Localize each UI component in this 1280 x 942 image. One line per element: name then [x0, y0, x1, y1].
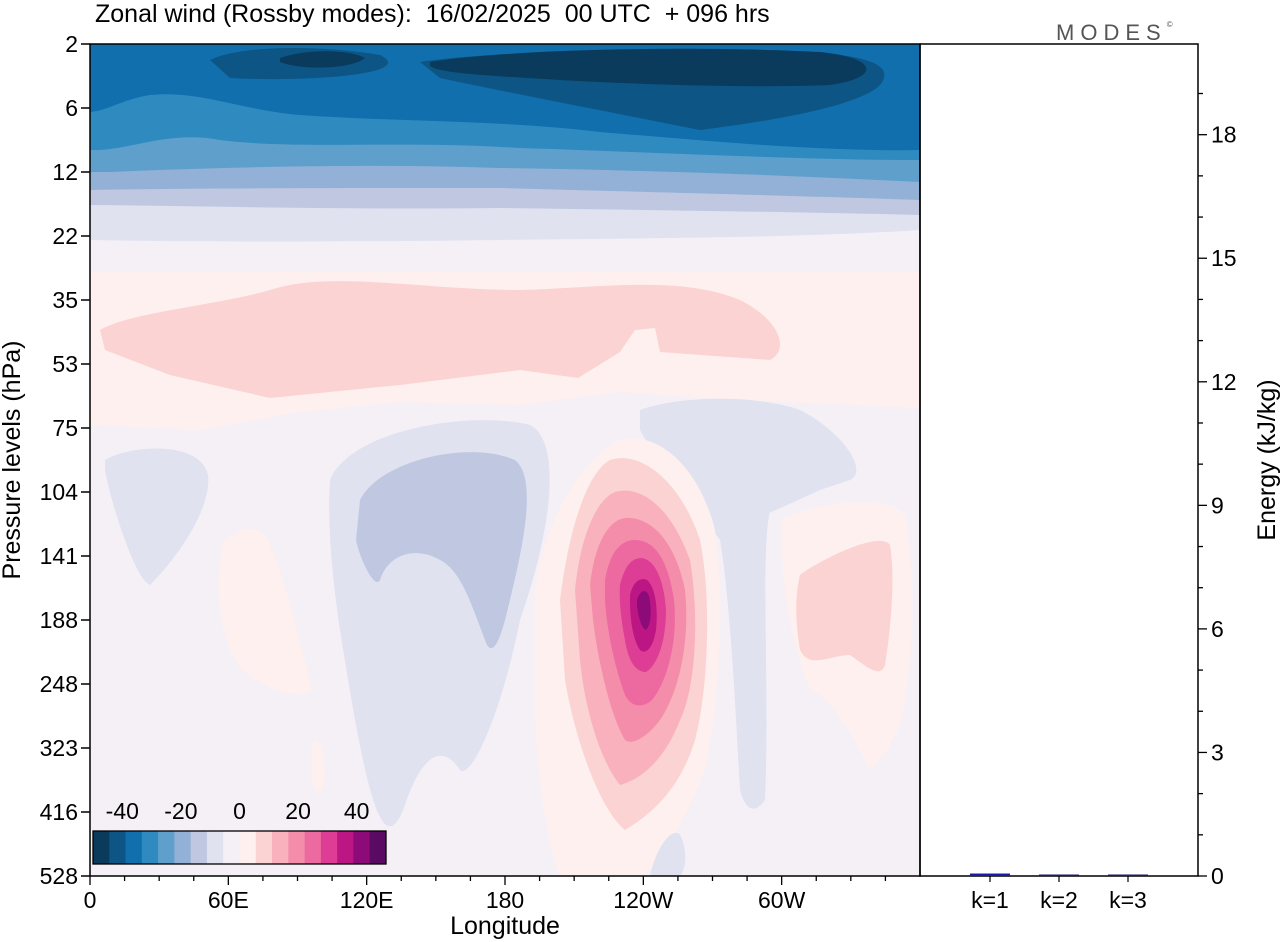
y-tick-label: 188 — [40, 607, 78, 633]
westerly-patch-west — [218, 529, 312, 694]
colorbar-swatch — [223, 831, 240, 864]
colorbar-frame — [92, 830, 387, 865]
y-tick-label: 75 — [52, 415, 78, 441]
easterly-core-1 — [280, 51, 365, 68]
y-tick-label: 2 — [65, 31, 78, 57]
energy-category-label: k=2 — [1040, 887, 1078, 913]
y-tick-label: 528 — [40, 863, 78, 889]
energy-axis-label: Energy (kJ/kg) — [1253, 379, 1280, 540]
x-tick-label: 60E — [208, 887, 249, 913]
colorbar-swatch — [369, 831, 387, 864]
colorbar-swatch — [206, 831, 224, 864]
energy-tick-label: 0 — [1211, 863, 1224, 889]
x-tick-label: 180 — [486, 887, 524, 913]
x-tick-label: 0 — [84, 887, 97, 913]
westerly-patch-small — [312, 741, 325, 793]
colorbar-swatch — [255, 831, 273, 864]
easterly-patch-bottom — [650, 832, 686, 876]
x-axis-label: Longitude — [450, 912, 560, 940]
y-tick-label: 6 — [65, 95, 78, 121]
easterly-core-2 — [430, 48, 867, 87]
colorbar-tick-label: -40 — [106, 798, 139, 824]
logo-text: MODES — [1056, 20, 1167, 45]
y-tick-label: 53 — [52, 351, 78, 377]
energy-axis: 0 3 6 9 12 15 18 — [1198, 92, 1237, 889]
y-axis-label: Pressure levels (hPa) — [0, 341, 26, 580]
chart-title: Zonal wind (Rossby modes): 16/02/2025 00… — [95, 0, 770, 28]
easterly-cell-mid-inner — [356, 452, 527, 649]
energy-tick-label: 6 — [1211, 616, 1224, 642]
y-tick-label: 248 — [40, 671, 78, 697]
westerly-layer-5 — [100, 281, 780, 398]
energy-tick-label: 15 — [1211, 245, 1237, 271]
y-tick-label: 12 — [52, 159, 78, 185]
y-tick-label: 22 — [52, 223, 78, 249]
energy-bar — [1039, 874, 1079, 876]
y-tick-label: 416 — [40, 799, 78, 825]
energy-tick-label: 3 — [1211, 739, 1224, 765]
logo-mark: © — [1166, 20, 1173, 29]
energy-category-label: k=3 — [1109, 887, 1147, 913]
colorbar-swatch — [353, 831, 371, 864]
colorbar-tick-label: 40 — [344, 798, 370, 824]
colorbar-swatch — [320, 831, 338, 864]
easterly-cell-west — [105, 448, 209, 585]
x-tick-label: 120W — [613, 887, 673, 913]
energy-tick-label: 12 — [1211, 369, 1237, 395]
energy-category-label: k=1 — [971, 887, 1009, 913]
colorbar-tick-label: 0 — [233, 798, 246, 824]
energy-tick-label: 9 — [1211, 492, 1224, 518]
y-tick-label: 104 — [40, 479, 79, 505]
x-tick-label: 120E — [340, 887, 394, 913]
colorbar-swatch — [239, 831, 257, 864]
colorbar: -40 -20 0 20 40 — [92, 798, 387, 865]
colorbar-swatch — [125, 831, 143, 864]
colorbar-swatch — [288, 831, 306, 864]
colorbar-swatch — [109, 831, 127, 864]
y-tick-label: 323 — [40, 735, 78, 761]
easterly-cell-east-inner — [670, 423, 852, 516]
energy-bars: k=1 k=2 k=3 — [970, 873, 1148, 913]
longitude-axis: 0 60E 120E 180 120W 60W — [84, 876, 887, 913]
energy-tick-label: 18 — [1211, 122, 1237, 148]
colorbar-tick-label: 20 — [285, 798, 311, 824]
modes-logo: MODES© — [1056, 20, 1173, 46]
colorbar-swatch — [337, 831, 354, 864]
energy-bar — [970, 873, 1010, 876]
westerly-patch-east-inner — [796, 540, 893, 672]
colorbar-swatch — [93, 831, 110, 864]
energy-bar — [1108, 874, 1148, 876]
y-tick-label: 141 — [40, 543, 78, 569]
colorbar-swatch — [272, 831, 289, 864]
x-tick-label: 60W — [758, 887, 806, 913]
y-tick-label: 35 — [52, 287, 78, 313]
colorbar-swatch — [158, 831, 175, 864]
colorbar-tick-label: -20 — [164, 798, 197, 824]
colorbar-swatch — [174, 831, 192, 864]
colorbar-swatch — [141, 831, 159, 864]
colorbar-swatch — [304, 831, 322, 864]
pressure-axis: 2 6 12 22 35 53 75 104 141 188 248 323 416 528 — [40, 31, 90, 889]
colorbar-swatch — [190, 831, 208, 864]
jet-core — [637, 591, 651, 630]
energy-panel-frame — [919, 43, 1199, 877]
contour-field — [90, 44, 920, 876]
